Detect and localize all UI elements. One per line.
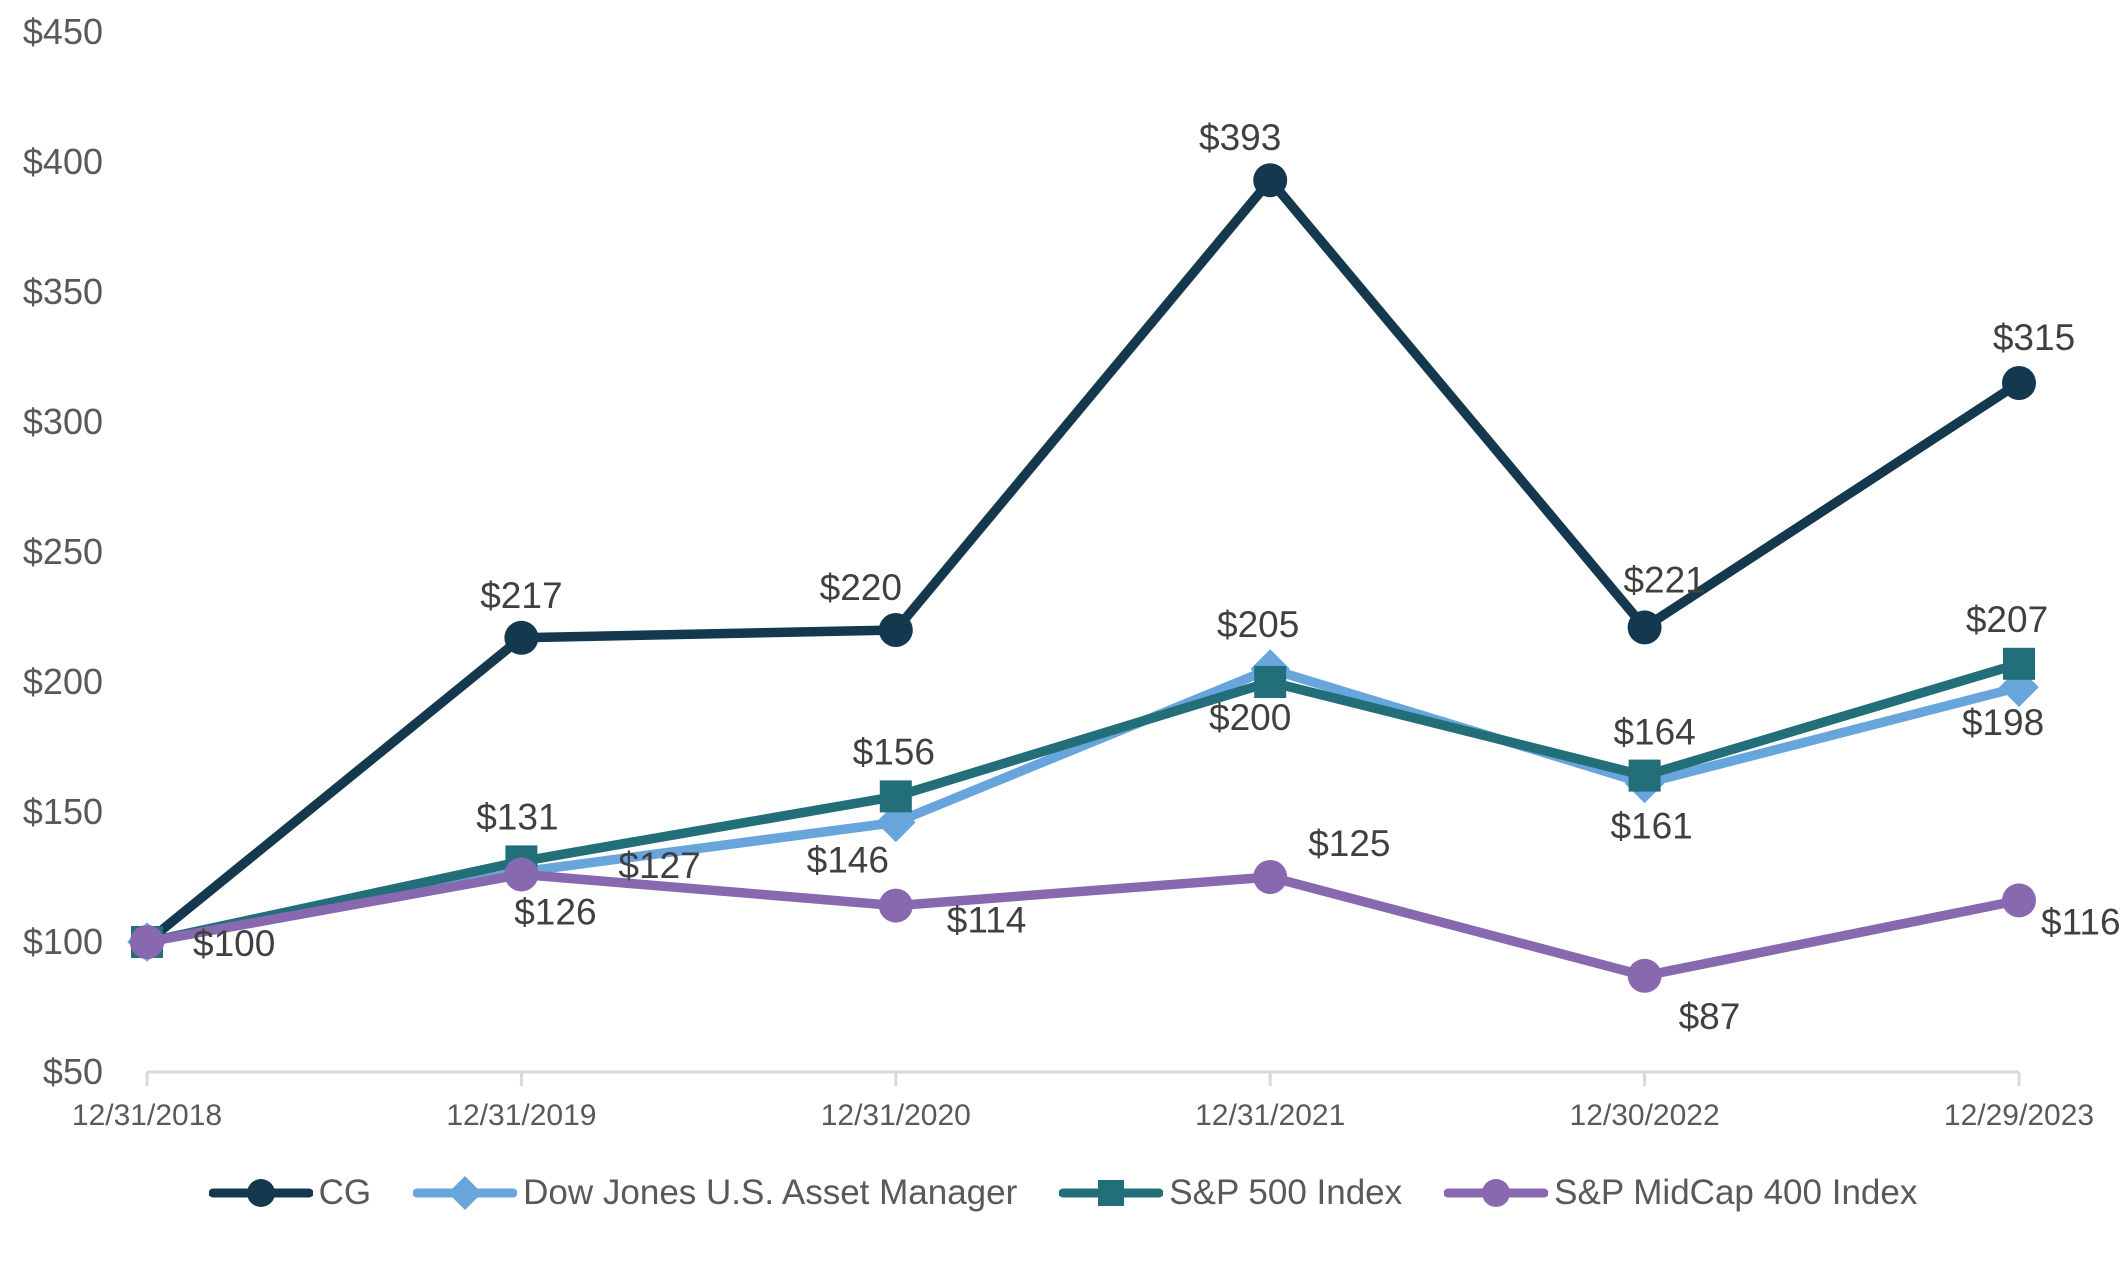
series-line xyxy=(142,659,2024,947)
y-axis-tick-label: $250 xyxy=(23,531,103,572)
series-line xyxy=(142,869,2024,981)
data-point-label: $164 xyxy=(1613,712,1695,753)
data-point-marker xyxy=(130,925,164,959)
legend-marker-circle-icon xyxy=(1444,1179,1549,1207)
data-point-label: $205 xyxy=(1217,604,1299,645)
data-point-marker xyxy=(878,888,913,923)
data-point-label: $207 xyxy=(1966,599,2048,640)
legend-item: Dow Jones U.S. Asset Manager xyxy=(413,1169,1017,1217)
y-axis-tick-label: $50 xyxy=(43,1051,103,1092)
series-line xyxy=(142,175,2024,947)
legend-label: S&P 500 Index xyxy=(1169,1173,1403,1212)
data-point-label: $116 xyxy=(2041,901,2121,942)
y-axis-tick-label: $100 xyxy=(23,921,103,962)
data-point-marker xyxy=(2002,366,2036,400)
data-point-label: $217 xyxy=(480,575,562,616)
data-point-marker xyxy=(1254,666,1287,698)
y-axis-tick-label: $400 xyxy=(23,141,103,182)
data-point-label: $131 xyxy=(476,796,558,837)
legend-sample-marker xyxy=(448,1176,483,1210)
x-axis-tick-label: 12/29/2023 xyxy=(1944,1099,2094,1132)
legend-item: S&P 500 Index xyxy=(1059,1169,1402,1217)
data-point-label: $200 xyxy=(1209,697,1291,738)
data-point-label: $125 xyxy=(1308,823,1390,864)
data-point-marker xyxy=(504,857,539,892)
legend-item: CG xyxy=(208,1169,372,1217)
data-point-label: $198 xyxy=(1962,702,2044,743)
data-point-label: $393 xyxy=(1199,117,1281,158)
data-point-marker xyxy=(1253,860,1288,894)
data-point-marker xyxy=(878,613,913,647)
data-point-marker xyxy=(1628,759,1661,792)
data-point-label: $220 xyxy=(820,567,902,608)
legend-label: Dow Jones U.S. Asset Manager xyxy=(523,1173,1018,1212)
legend-item: S&P MidCap 400 Index xyxy=(1444,1169,1917,1217)
series-1-group xyxy=(130,163,2036,959)
x-axis-tick-label: 12/31/2018 xyxy=(72,1099,222,1132)
series-4-group xyxy=(130,857,2036,993)
data-point-label: $127 xyxy=(618,845,700,886)
data-point-label: $87 xyxy=(1679,996,1741,1037)
data-point-marker xyxy=(1253,163,1288,198)
data-point-marker xyxy=(876,802,916,843)
data-point-marker xyxy=(1627,958,1662,993)
y-axis-tick-label: $150 xyxy=(23,791,103,832)
x-axis-tick-label: 12/31/2020 xyxy=(821,1099,971,1132)
chart-legend: CG Dow Jones U.S. Asset Manager S&P 500 In… xyxy=(0,1158,2126,1228)
legend-label: S&P MidCap 400 Index xyxy=(1554,1173,1918,1212)
series-2-group xyxy=(127,649,2039,962)
legend-marker-diamond-icon xyxy=(413,1176,518,1210)
legend-marker-circle-icon xyxy=(208,1179,313,1207)
data-point-marker xyxy=(2002,883,2036,918)
data-point-label: $126 xyxy=(514,891,596,932)
x-axis-tick-label: 12/31/2021 xyxy=(1195,1099,1345,1132)
x-axis-tick-label: 12/31/2019 xyxy=(446,1099,596,1132)
data-point-label: $315 xyxy=(1993,317,2075,358)
data-point-label: $221 xyxy=(1623,559,1705,600)
data-point-label: $161 xyxy=(1610,805,1692,846)
data-point-label: $100 xyxy=(193,923,275,964)
legend-marker-square-icon xyxy=(1059,1180,1164,1206)
data-point-marker xyxy=(504,620,539,655)
data-point-marker xyxy=(879,780,912,813)
x-axis-tick-label: 12/30/2022 xyxy=(1570,1099,1720,1132)
data-point-label: $146 xyxy=(807,839,889,880)
legend-label: CG xyxy=(318,1173,372,1212)
y-axis-tick-label: $200 xyxy=(23,661,103,702)
data-point-marker xyxy=(1627,610,1662,645)
y-axis-tick-label: $450 xyxy=(23,11,103,52)
y-axis-tick-label: $350 xyxy=(23,271,103,312)
y-axis-tick-label: $300 xyxy=(23,401,103,442)
data-point-label: $156 xyxy=(853,731,935,772)
series-3-group xyxy=(131,647,2035,958)
data-point-marker xyxy=(2003,647,2035,680)
data-point-label: $114 xyxy=(947,900,1027,941)
legend-sample-marker xyxy=(1098,1180,1125,1206)
legend-sample-marker xyxy=(1482,1179,1511,1207)
legend-sample-marker xyxy=(246,1179,275,1207)
